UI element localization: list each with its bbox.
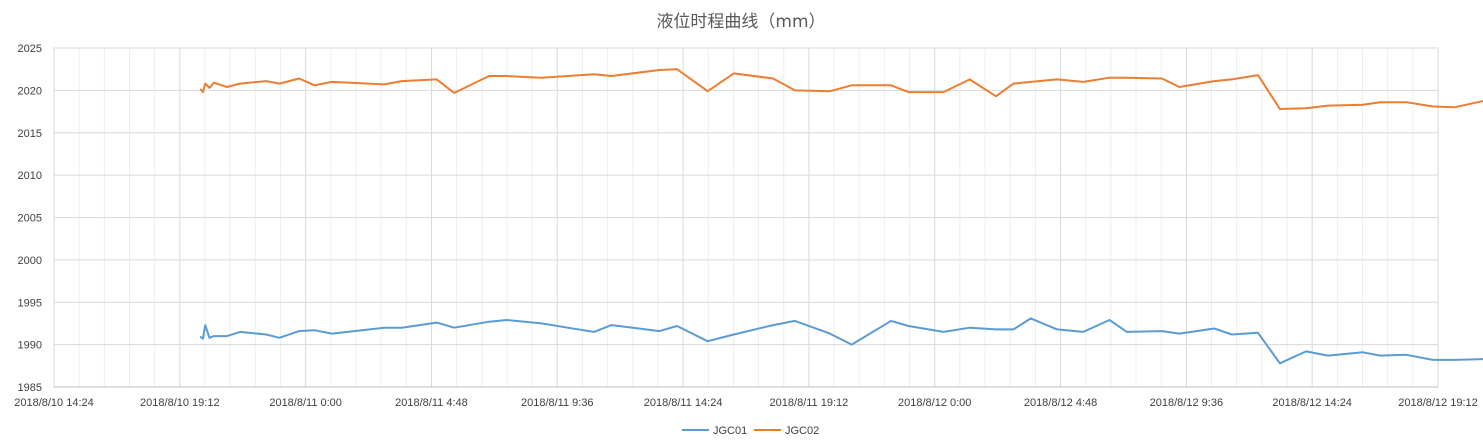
x-tick-label: 2018/8/11 14:24 [644,397,723,409]
series-lines [199,68,1483,365]
y-tick-label: 2000 [18,255,42,267]
legend-item-jgc02: JGC02 [754,425,819,437]
x-tick-label: 2018/8/12 9:36 [1150,397,1223,409]
y-tick-label: 2020 [18,85,42,97]
y-axis-ticks: 1985 1990 1995 2000 2005 2010 2015 2020 2025 [18,43,42,394]
x-tick-label: 2018/8/11 19:12 [770,397,849,409]
x-tick-label: 2018/8/12 0:00 [898,397,971,409]
x-tick-label: 2018/8/12 19:12 [1398,397,1478,409]
y-tick-label: 2005 [18,213,42,225]
axes [53,47,1439,388]
y-tick-label: 1985 [18,382,42,394]
legend-label: JGC02 [785,425,819,437]
x-tick-label: 2018/8/11 0:00 [269,397,342,409]
x-tick-label: 2018/8/10 19:12 [140,397,220,409]
legend-label: JGC01 [713,425,747,437]
y-tick-label: 1990 [18,340,42,352]
y-tick-label: 2025 [18,43,42,55]
chart-title: 液位时程曲线（mm） [656,12,825,32]
grid [53,47,1439,388]
x-tick-label: 2018/8/10 14:24 [14,397,94,409]
y-tick-label: 1995 [18,297,42,309]
series-line-jgc01 [199,317,1483,365]
x-tick-label: 2018/8/11 4:48 [395,397,468,409]
x-tick-label: 2018/8/12 14:24 [1272,397,1352,409]
y-tick-label: 2015 [18,128,42,140]
legend-item-jgc01: JGC01 [682,425,747,437]
y-tick-label: 2010 [18,170,42,182]
series-line-jgc02 [199,68,1483,110]
legend: JGC01 JGC02 [682,425,819,437]
x-tick-label: 2018/8/11 9:36 [521,397,594,409]
x-axis-ticks: 2018/8/10 14:24 2018/8/10 19:12 2018/8/11 … [14,397,1478,409]
x-tick-label: 2018/8/12 4:48 [1024,397,1097,409]
